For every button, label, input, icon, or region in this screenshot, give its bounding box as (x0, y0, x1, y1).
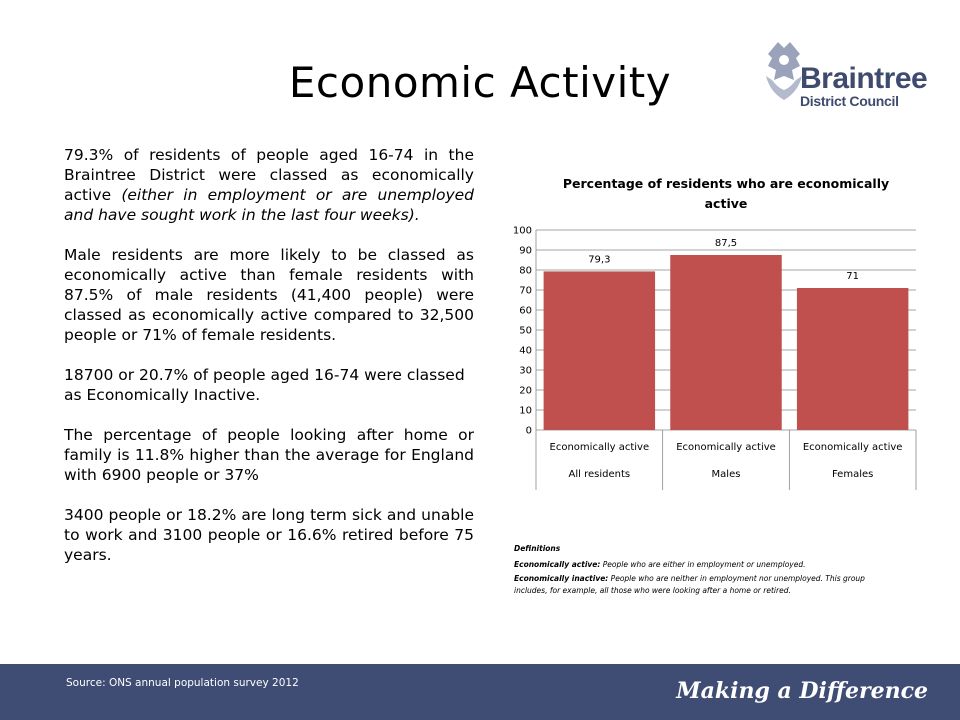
definition-inactive-text: People who are neither in employment nor… (514, 574, 865, 595)
data-label: 71 (846, 271, 859, 282)
y-tick-label: 40 (519, 346, 532, 357)
paragraph-5: 3400 people or 18.2% are long term sick … (64, 506, 474, 564)
paragraph-1: 79.3% of residents of people aged 16-74 … (64, 145, 474, 225)
chart-title-line: Percentage of residents who are economic… (563, 176, 889, 191)
data-label: 87,5 (715, 238, 737, 249)
bar (670, 255, 782, 430)
definition-active-term: Economically active: (514, 560, 601, 569)
definition-active-text: People who are either in employment or u… (600, 560, 806, 569)
y-tick-label: 20 (519, 386, 532, 397)
definitions-heading: Definitions (514, 544, 561, 553)
logo-line-1: Braintree (800, 62, 928, 95)
y-tick-label: 90 (519, 246, 532, 257)
definition-active: Economically active: People who are eith… (514, 559, 894, 571)
source-note: Source: ONS annual population survey 201… (66, 677, 299, 689)
definition-inactive-term: Economically inactive: (514, 574, 609, 583)
group-label: All residents (569, 469, 631, 480)
body-text: 79.3% of residents of people aged 16-74 … (64, 145, 474, 585)
definition-inactive: Economically inactive: People who are ne… (514, 573, 894, 597)
paragraph-1-italic: (either in employment or are unemployed … (64, 186, 474, 224)
bar (796, 288, 909, 430)
y-tick-label: 80 (519, 266, 532, 277)
paragraph-3: 18700 or 20.7% of people aged 16-74 were… (64, 366, 465, 404)
group-label: Males (712, 469, 741, 480)
council-logo: Braintree District Council (760, 36, 935, 116)
y-tick-label: 70 (519, 286, 532, 297)
y-tick-label: 100 (513, 226, 532, 237)
y-tick-label: 30 (519, 366, 532, 377)
paragraph-1-main: 79.3% of residents of people aged 16-74 … (64, 146, 474, 204)
logo-line-2: District Council (800, 93, 899, 109)
x-tick-label: Economically active (803, 442, 903, 453)
y-tick-label: 50 (519, 326, 532, 337)
tagline: Making a Difference (676, 678, 928, 704)
bar (543, 271, 656, 430)
group-label: Females (832, 469, 873, 480)
economic-activity-chart: Percentage of residents who are economic… (486, 160, 926, 490)
definitions: Definitions Economically active: People … (514, 543, 894, 599)
data-label: 79,3 (588, 254, 610, 265)
footer-bar: Source: ONS annual population survey 201… (0, 664, 960, 720)
x-tick-label: Economically active (550, 442, 650, 453)
chart-svg: Percentage of residents who are economic… (513, 176, 917, 490)
y-tick-label: 10 (519, 406, 532, 417)
y-tick-label: 60 (519, 306, 532, 317)
paragraph-4: The percentage of people looking after h… (64, 426, 474, 484)
chart-title-line: active (705, 196, 748, 211)
crest-icon (766, 42, 802, 100)
y-tick-label: 0 (526, 426, 532, 437)
x-tick-label: Economically active (676, 442, 776, 453)
paragraph-2: Male residents are more likely to be cla… (64, 246, 474, 344)
page-title: Economic Activity (288, 58, 672, 107)
